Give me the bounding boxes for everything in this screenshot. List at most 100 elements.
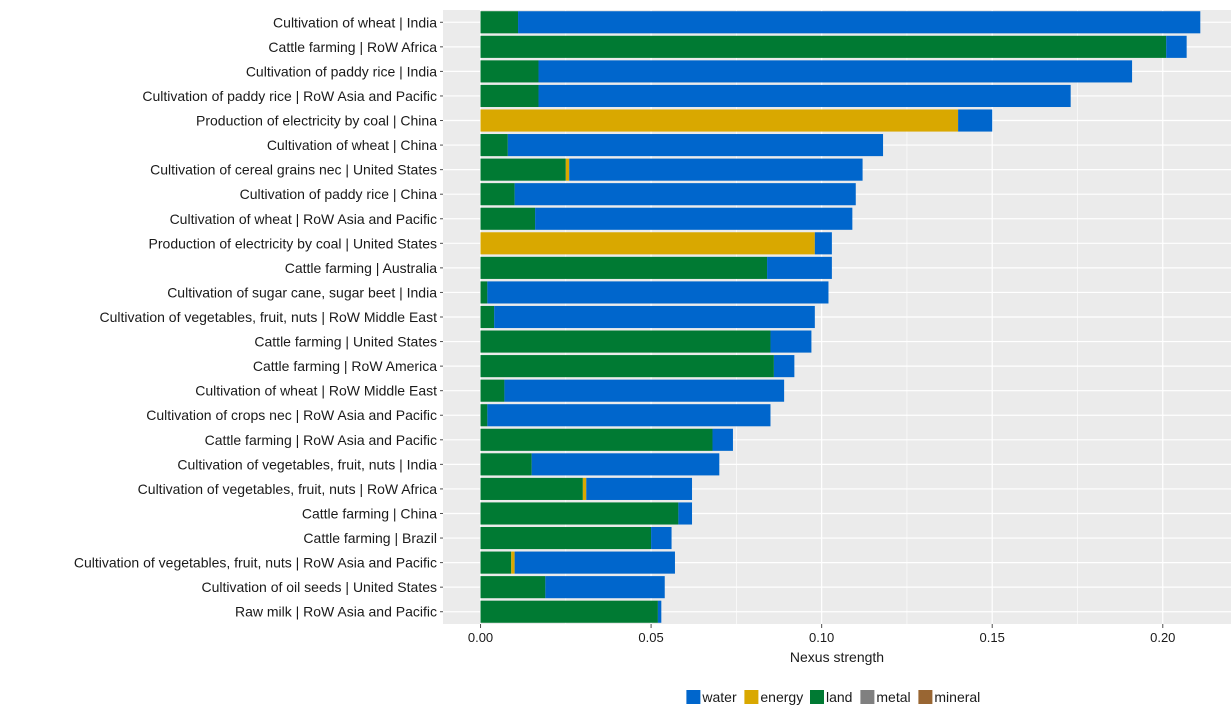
category-label: Cultivation of wheat | RoW Middle East: [195, 383, 437, 399]
category-label: Cattle farming | China: [302, 505, 437, 521]
bar-segment-land: [480, 60, 539, 83]
bar-segment-land: [480, 330, 771, 353]
bar-segment-water: [518, 11, 1201, 34]
bar-segment-water: [504, 379, 785, 402]
legend-key-mineral: [918, 690, 933, 704]
legend-label-mineral: mineral: [934, 689, 980, 705]
category-label: Cultivation of paddy rice | RoW Asia and…: [142, 88, 437, 104]
legend: water energy land metal mineral: [686, 689, 980, 705]
category-label: Cattle farming | RoW America: [253, 358, 437, 374]
x-axis-ticks: 0.00 0.05 0.10 0.15 0.20: [468, 624, 1175, 645]
bar-segment-land: [480, 428, 713, 451]
bar-segment-energy: [565, 158, 570, 181]
bar-segment-land: [480, 379, 505, 402]
bar-segment-water: [569, 158, 863, 181]
bar-segment-land: [480, 355, 774, 378]
bar-segment-water: [678, 502, 693, 525]
category-labels: Cultivation of wheat | India Cattle farmi…: [74, 14, 443, 620]
bar-segment-land: [480, 134, 508, 157]
legend-key-metal: [860, 690, 875, 704]
category-label: Cultivation of wheat | RoW Asia and Paci…: [170, 211, 437, 227]
bar-segment-water: [958, 109, 993, 132]
x-tick-label: 0.20: [1150, 630, 1175, 645]
category-label: Cultivation of vegetables, fruit, nuts |…: [138, 481, 438, 497]
bar-segment-land: [480, 502, 679, 525]
bar-segment-water: [545, 576, 665, 599]
legend-label-energy: energy: [760, 689, 803, 705]
bar-segment-land: [480, 11, 519, 34]
bar-segment-water: [1166, 35, 1187, 58]
bar-segment-energy: [511, 551, 515, 574]
bar-segment-water: [538, 84, 1071, 108]
category-label: Cultivation of paddy rice | China: [240, 186, 438, 202]
bar-segment-water: [514, 551, 675, 574]
bar-segment-energy: [582, 477, 587, 500]
bar-segment-water: [538, 60, 1133, 83]
bar-segment-land: [480, 600, 658, 623]
category-label: Cultivation of paddy rice | India: [246, 63, 437, 79]
category-label: Cultivation of sugar cane, sugar beet | …: [167, 284, 437, 300]
category-label: Production of electricity by coal | Unit…: [149, 235, 437, 251]
category-label: Cultivation of vegetables, fruit, nuts |…: [74, 555, 437, 571]
bar-segment-water: [487, 281, 829, 304]
category-label: Cattle farming | United States: [254, 334, 437, 350]
category-label: Cattle farming | RoW Asia and Pacific: [205, 432, 437, 448]
bar-segment-energy: [480, 109, 959, 132]
bar-segment-land: [480, 207, 536, 230]
bar-segment-water: [494, 305, 815, 329]
bar-segment-land: [480, 256, 768, 279]
category-label: Cultivation of oil seeds | United States: [201, 579, 437, 595]
bar-segment-water: [514, 183, 856, 206]
bar-segment-water: [767, 256, 832, 279]
legend-label-land: land: [826, 689, 852, 705]
bar-segment-water: [535, 207, 853, 230]
bar-segment-water: [531, 453, 720, 476]
bar-segment-land: [480, 404, 488, 427]
bar-segment-land: [480, 183, 515, 206]
category-label: Raw milk | RoW Asia and Pacific: [235, 604, 437, 620]
bar-segment-land: [480, 526, 652, 550]
bar-segment-land: [480, 453, 532, 476]
bar-segment-land: [480, 576, 546, 599]
legend-key-energy: [744, 690, 759, 704]
x-tick-label: 0.00: [468, 630, 493, 645]
bar-segment-land: [480, 35, 1167, 58]
category-label: Cultivation of wheat | India: [273, 14, 437, 30]
bar-segment-land: [480, 477, 583, 500]
category-label: Cultivation of wheat | China: [267, 137, 437, 153]
bar-segment-water: [773, 355, 795, 378]
x-axis-title: Nexus strength: [790, 649, 884, 665]
bar-segment-land: [480, 84, 539, 108]
legend-key-land: [810, 690, 824, 704]
bar-segment-land: [480, 551, 512, 574]
category-label: Cultivation of vegetables, fruit, nuts |…: [100, 309, 438, 325]
x-tick-label: 0.15: [980, 630, 1005, 645]
category-label: Production of electricity by coal | Chin…: [196, 113, 437, 129]
category-label: Cultivation of cereal grains nec | Unite…: [150, 162, 437, 178]
bar-segment-water: [770, 330, 812, 353]
x-tick-label: 0.10: [809, 630, 834, 645]
bars: [480, 11, 1201, 623]
legend-label-metal: metal: [876, 689, 910, 705]
legend-key-water: [686, 690, 701, 704]
bar-segment-water: [651, 526, 672, 550]
x-tick-label: 0.05: [638, 630, 663, 645]
bar-segment-water: [507, 134, 884, 157]
category-label: Cattle farming | RoW Africa: [268, 39, 437, 55]
bar-segment-water: [712, 428, 733, 451]
bar-segment-land: [480, 281, 488, 304]
bar-segment-water: [657, 600, 662, 623]
bar-segment-water: [814, 232, 832, 255]
bar-segment-land: [480, 305, 495, 329]
bar-segment-water: [586, 477, 693, 500]
bar-segment-land: [480, 158, 566, 181]
bar-segment-water: [487, 404, 771, 427]
bar-segment-energy: [480, 232, 815, 255]
category-label: Cattle farming | Australia: [285, 260, 437, 276]
legend-label-water: water: [701, 689, 737, 705]
category-label: Cattle farming | Brazil: [303, 530, 437, 546]
category-label: Cultivation of crops nec | RoW Asia and …: [146, 407, 437, 423]
category-label: Cultivation of vegetables, fruit, nuts |…: [177, 456, 437, 472]
